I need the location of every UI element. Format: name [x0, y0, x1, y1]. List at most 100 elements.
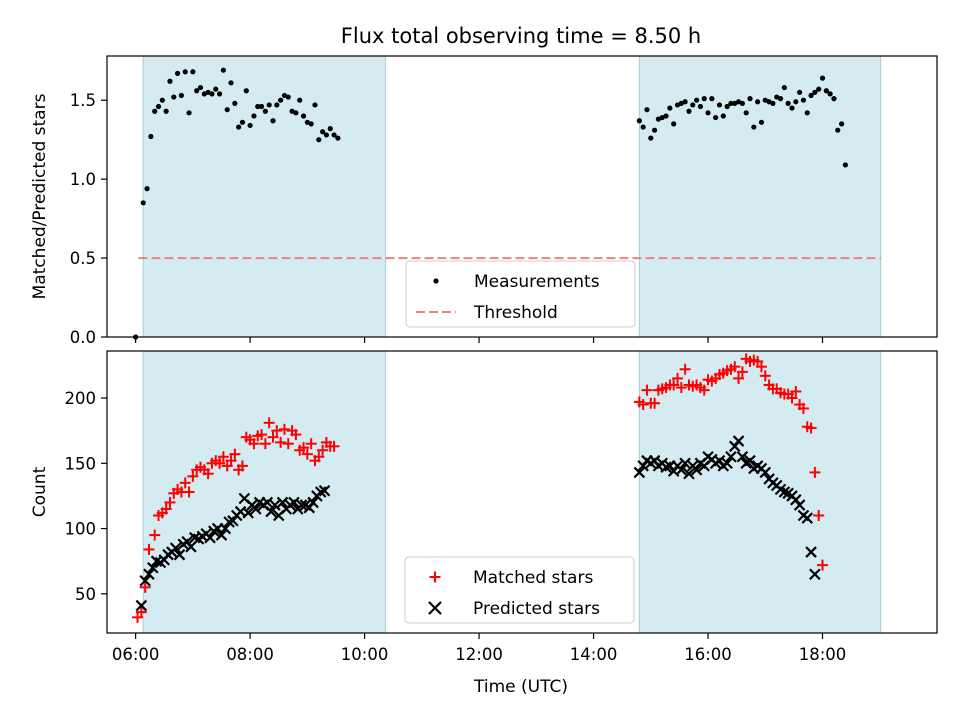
measurement-point: [663, 113, 669, 119]
measurement-point: [312, 102, 318, 108]
matched-star-point: [797, 402, 809, 414]
observing-window: [638, 350, 882, 634]
matched-star-point: [790, 385, 802, 397]
matched-star-point: [225, 455, 237, 467]
measurement-point: [835, 127, 841, 133]
matched-star-point: [805, 422, 817, 434]
matched-star-point: [755, 361, 767, 373]
measurement-point: [228, 80, 234, 86]
measurement-point: [789, 105, 795, 111]
predicted-star-point: [307, 496, 319, 509]
matched-star-point: [271, 425, 283, 437]
predicted-star-point: [675, 464, 688, 476]
matched-star-point: [679, 363, 691, 375]
y-axis-label: Count: [30, 466, 50, 517]
matched-star-point: [149, 529, 161, 541]
measurement-point: [159, 97, 165, 103]
predicted-star-point: [633, 466, 646, 479]
measurement-point: [671, 121, 677, 127]
legend-dot-marker: [433, 278, 439, 284]
matched-star-point: [698, 384, 710, 396]
matched-star-point: [301, 448, 313, 460]
measurement-point: [236, 124, 242, 130]
predicted-star-point: [215, 529, 228, 541]
legend-x-marker: [428, 601, 442, 615]
matched-star-point: [217, 451, 229, 463]
legend-label: Predicted stars: [473, 599, 600, 619]
measurement-point: [697, 103, 704, 110]
measurement-point: [216, 91, 223, 97]
measurement-point: [163, 108, 169, 114]
measurement-point: [327, 126, 333, 132]
predicted-star-point: [204, 531, 216, 544]
y-tick-label: 150: [65, 454, 97, 473]
predicted-star-point: [744, 454, 756, 467]
matched-star-point: [278, 423, 290, 435]
measurement-point: [285, 94, 291, 100]
measurement-point: [743, 110, 749, 116]
measurement-point: [693, 97, 700, 103]
measurement-point: [262, 108, 268, 114]
measurement-point: [140, 200, 146, 206]
predicted-star-point: [135, 599, 148, 612]
measurement-point: [155, 103, 162, 110]
y-tick-label: 0.5: [70, 249, 96, 268]
observing-window: [142, 55, 387, 338]
measurement-point: [243, 88, 249, 94]
measurement-point: [232, 100, 238, 106]
y-tick-label: 50: [75, 585, 96, 604]
measurement-point: [640, 124, 646, 130]
chart-title: Flux total observing time = 8.50 h: [341, 24, 701, 48]
matched-star-point: [649, 397, 661, 409]
measurement-point: [770, 100, 776, 106]
measurement-point: [690, 102, 696, 108]
predicted-star-point: [250, 503, 262, 515]
predicted-star-point: [759, 466, 772, 479]
observing-window: [638, 55, 882, 338]
measurement-point: [644, 107, 650, 113]
predicted-star-point: [288, 496, 300, 509]
measurement-point: [251, 113, 257, 119]
predicted-star-point: [683, 467, 695, 480]
x-tick-label: 12:00: [455, 645, 503, 664]
predicted-star-point: [721, 457, 733, 470]
matched-star-point: [143, 543, 155, 555]
predicted-star-point: [261, 496, 274, 509]
predicted-star-point: [295, 499, 308, 511]
measurement-point: [812, 89, 818, 95]
predicted-star-point: [147, 561, 159, 574]
y-tick-label: 0.0: [70, 328, 96, 347]
measurement-point: [266, 102, 272, 108]
predicted-star-point: [265, 505, 277, 518]
x-tick-label: 16:00: [684, 645, 732, 664]
measurement-point: [148, 133, 154, 140]
matched-star-point: [672, 372, 684, 384]
measurement-point: [667, 105, 673, 111]
matched-star-point: [164, 496, 176, 508]
matched-star-point: [256, 429, 268, 441]
measurement-point: [785, 100, 791, 106]
matched-star-point: [736, 366, 748, 378]
measurement-point: [255, 103, 261, 110]
measurement-point: [827, 91, 833, 97]
measurement-point: [636, 118, 642, 124]
matched-star-point: [248, 438, 260, 450]
measurement-point: [224, 107, 230, 113]
measurement-point: [190, 69, 196, 75]
measurement-point: [144, 186, 150, 192]
measurement-point: [186, 110, 192, 116]
legend-box: [404, 556, 635, 624]
matched-star-point: [275, 436, 287, 448]
measurement-point: [278, 97, 284, 103]
matched-star-point: [290, 429, 302, 441]
matched-star-point: [135, 606, 147, 618]
predicted-star-point: [690, 464, 703, 476]
matched-star-point: [668, 379, 680, 391]
matched-star-point: [313, 451, 325, 463]
y-axis-label: Matched/Predicted stars: [30, 93, 50, 299]
measurement-point: [793, 99, 799, 105]
legend: Measurements Threshold: [405, 260, 636, 328]
predicted-star-point: [732, 435, 745, 447]
measurement-point: [152, 108, 158, 114]
predicted-star-point: [139, 574, 151, 587]
